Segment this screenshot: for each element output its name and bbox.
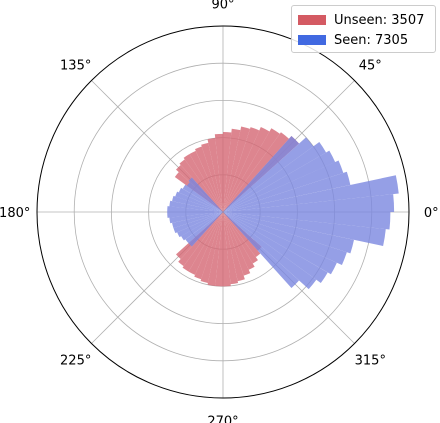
bar-series-1-8 — [223, 194, 395, 212]
angular-tick-label-7: 315° — [355, 353, 386, 368]
bar-series-0-7 — [223, 132, 232, 212]
bar-series-1-11 — [223, 160, 344, 212]
bar-series-0-8 — [214, 133, 223, 212]
bar-series-1-16 — [188, 177, 223, 212]
bar-series-0-25 — [223, 212, 231, 287]
bar-series-1-28 — [177, 212, 223, 238]
bar-series-0-9 — [207, 138, 223, 212]
angular-tick-label-6: 270° — [207, 414, 238, 423]
legend-swatch-seen — [298, 35, 326, 45]
legend-label-unseen: Unseen: 3507 — [334, 12, 425, 28]
angular-tick-label-3: 135° — [60, 59, 91, 74]
bar-series-1-3 — [223, 212, 337, 275]
bar-series-1-24 — [167, 212, 223, 218]
bar-series-0-26 — [223, 212, 239, 285]
bar-series-1-30 — [185, 212, 223, 244]
bar-series-0-31 — [223, 212, 261, 258]
bar-series-1-13 — [223, 142, 327, 212]
bar-series-0-20 — [188, 212, 223, 275]
bar-series-0-18 — [178, 212, 223, 267]
bar-series-1-7 — [223, 212, 391, 230]
bar-series-0-14 — [179, 159, 223, 212]
bar-series-0-5 — [223, 126, 251, 212]
bar-series-0-12 — [189, 150, 223, 212]
legend: Unseen: 3507 Seen: 7305 — [291, 5, 436, 53]
bar-series-0-3 — [223, 127, 270, 212]
bar-series-1-15 — [223, 135, 300, 212]
bar-series-1-21 — [172, 195, 223, 212]
legend-swatch-unseen — [298, 15, 326, 25]
bar-series-0-2 — [223, 128, 280, 212]
bar-series-1-12 — [223, 150, 336, 212]
bar-series-1-9 — [223, 175, 399, 212]
bar-series-0-10 — [201, 142, 223, 212]
bar-series-0-30 — [223, 212, 258, 264]
bar-series-1-27 — [173, 212, 223, 234]
bar-series-1-17 — [186, 182, 223, 212]
bar-series-1-25 — [169, 212, 223, 224]
legend-item-unseen: Unseen: 3507 — [298, 10, 429, 30]
bar-series-1-4 — [223, 212, 347, 265]
bar-series-1-14 — [223, 137, 314, 212]
bar-series-0-11 — [195, 146, 223, 212]
bar-series-0-1 — [223, 132, 289, 212]
bar-series-0-27 — [223, 212, 245, 282]
angular-tick-label-4: 180° — [0, 206, 30, 221]
bar-series-1-0 — [223, 212, 300, 289]
angular-tick-label-5: 225° — [60, 353, 91, 368]
bar-series-1-6 — [223, 212, 386, 247]
bar-series-0-22 — [200, 212, 223, 283]
bar-series-0-13 — [183, 154, 223, 212]
bar-series-0-29 — [223, 212, 255, 270]
bar-series-0-6 — [223, 128, 241, 212]
angular-tick-label-0: 0° — [424, 206, 439, 221]
bar-series-1-29 — [181, 212, 223, 241]
bar-series-1-22 — [169, 200, 223, 212]
bar-series-0-4 — [223, 127, 260, 212]
bar-series-1-26 — [172, 212, 223, 229]
legend-item-seen: Seen: 7305 — [298, 30, 429, 50]
bar-series-1-19 — [178, 187, 223, 212]
bar-series-1-23 — [167, 206, 223, 212]
legend-label-seen: Seen: 7305 — [334, 32, 409, 48]
angular-tick-label-2: 90° — [211, 0, 234, 13]
bar-series-1-2 — [223, 212, 328, 284]
angular-tick-label-1: 45° — [359, 59, 382, 74]
bar-series-1-1 — [223, 212, 317, 290]
polar-outer-ring — [36, 25, 410, 399]
bar-series-1-20 — [175, 191, 223, 212]
bar-series-0-21 — [194, 212, 223, 280]
bar-series-0-24 — [215, 212, 223, 287]
bar-series-1-5 — [223, 212, 354, 254]
bar-series-0-28 — [223, 212, 251, 276]
bar-series-1-10 — [223, 171, 351, 212]
polar-bars — [167, 126, 399, 290]
bar-series-0-23 — [207, 212, 223, 286]
bar-series-1-18 — [182, 184, 223, 212]
bar-series-0-19 — [182, 212, 223, 272]
bar-series-1-31 — [188, 212, 223, 247]
